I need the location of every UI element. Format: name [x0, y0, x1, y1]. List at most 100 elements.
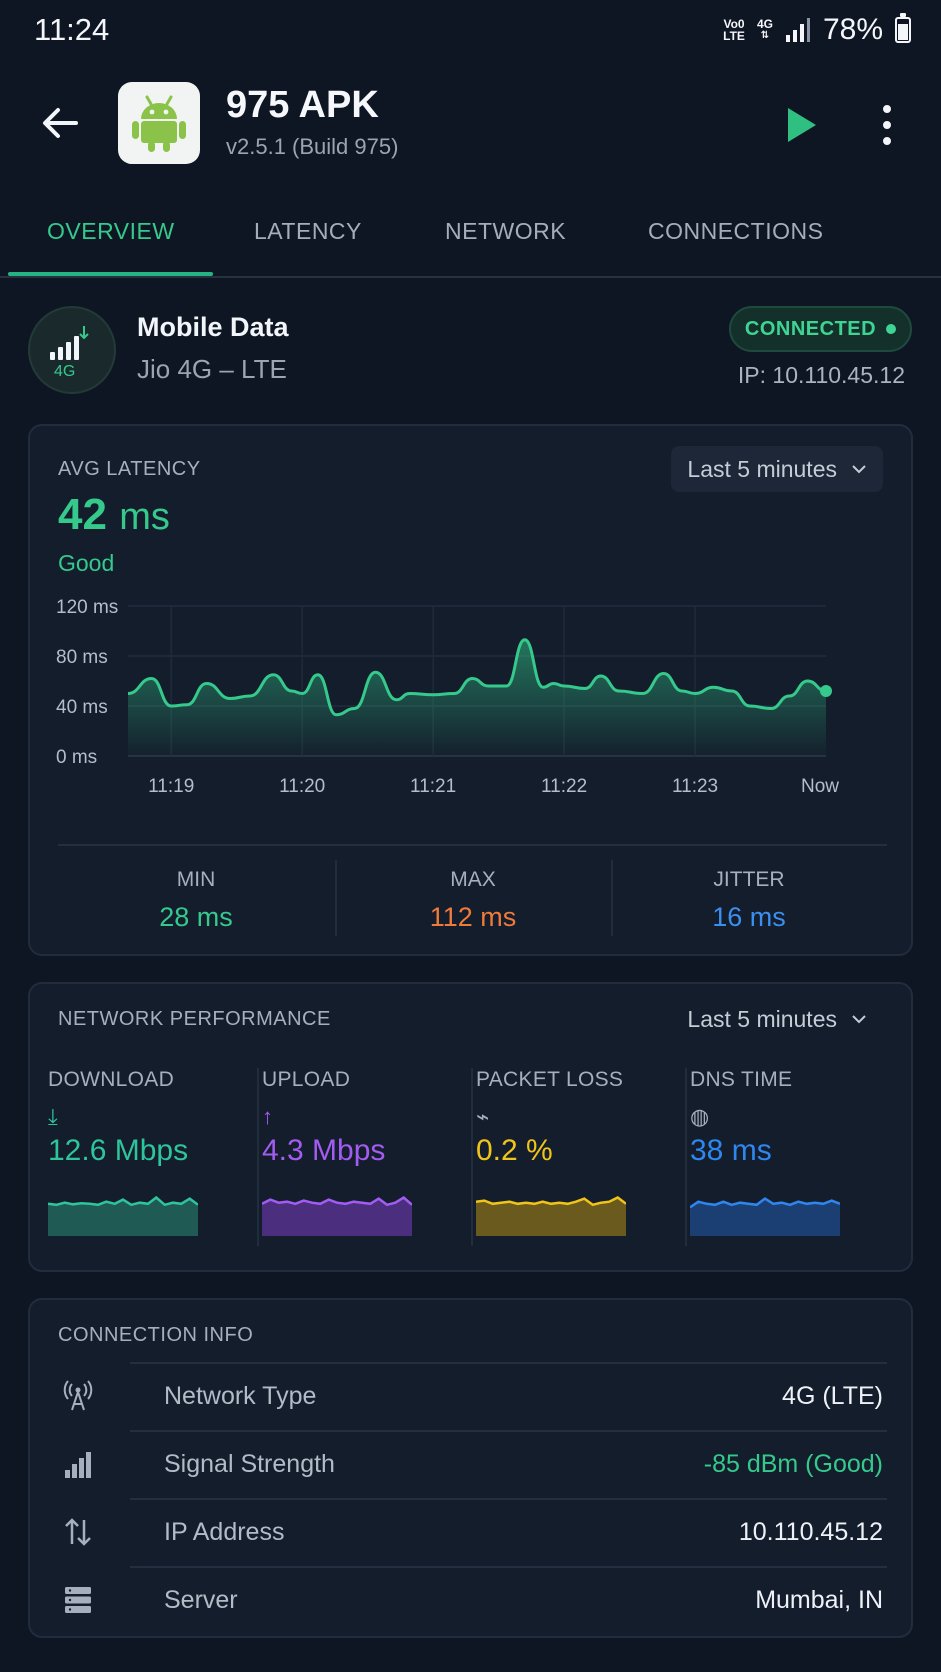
app-version: v2.5.1 (Build 975) — [226, 134, 399, 159]
metric-download: DOWNLOAD ⤓ 12.6 Mbps — [30, 1068, 243, 1258]
server-icon — [65, 1587, 91, 1613]
globe-icon: ◍ — [690, 1104, 710, 1129]
metric-value: 12.6 Mbps — [48, 1134, 189, 1167]
sparkline-line — [690, 1197, 840, 1209]
download-arrow-icon: ⤓ — [48, 1104, 58, 1129]
info-row-network-type: Network Type 4G (LTE) — [58, 1362, 887, 1430]
connection-subtitle: Jio 4G – LTE — [137, 354, 287, 384]
x-tick-label: 11:20 — [279, 776, 325, 797]
metric-value: 38 ms — [690, 1134, 772, 1167]
info-label: Network Type — [164, 1382, 317, 1410]
stat-max-label: MAX — [450, 868, 496, 891]
app-header: 975 APK v2.5.1 (Build 975) — [0, 68, 941, 178]
latency-range-value: Last 5 minutes — [687, 455, 837, 482]
x-tick-label: 11:21 — [410, 776, 456, 797]
play-icon[interactable] — [776, 100, 826, 150]
volte-indicator: Vo0 LTE — [723, 17, 745, 43]
performance-range-dropdown[interactable]: Last 5 minutes — [671, 996, 883, 1042]
status-badge-label: CONNECTED — [744, 317, 877, 340]
sparkline-line — [262, 1195, 412, 1207]
connection-ip: IP: 10.110.45.12 — [737, 362, 905, 388]
x-tick-label: 11:19 — [148, 776, 194, 797]
latency-range-dropdown[interactable]: Last 5 minutes — [671, 446, 883, 492]
download-sparkline — [48, 1195, 198, 1236]
antenna-icon — [63, 1380, 93, 1411]
chevron-down-icon — [852, 465, 866, 474]
info-label: IP Address — [164, 1518, 285, 1546]
metric-upload: UPLOAD ↑ 4.3 Mbps — [244, 1068, 457, 1258]
chevron-down-icon — [852, 1015, 866, 1024]
signal-bars-icon — [65, 1452, 91, 1478]
connection-title: Mobile Data — [137, 312, 289, 342]
x-tick-label: Now — [801, 776, 839, 797]
network-performance-card: NETWORK PERFORMANCE Last 5 minutes DOWNL… — [28, 982, 913, 1272]
row-divider — [130, 1566, 887, 1568]
back-arrow-icon[interactable] — [36, 98, 86, 148]
stat-jitter-label: JITTER — [713, 868, 785, 891]
stat-min-label: MIN — [176, 868, 216, 891]
performance-range-value: Last 5 minutes — [687, 1005, 837, 1032]
mobile-signal-icon: 4G — [50, 326, 89, 378]
upload-sparkline — [262, 1195, 412, 1236]
sparkline-line — [476, 1196, 626, 1207]
connection-info-card: CONNECTION INFO Network Type 4G (LTE) Si… — [28, 1298, 913, 1638]
pulse-icon: ⌁ — [476, 1104, 490, 1129]
info-row-signal-strength: Signal Strength -85 dBm (Good) — [58, 1430, 887, 1498]
svg-text:4G: 4G — [54, 363, 75, 378]
tab-indicator — [8, 272, 213, 276]
stat-max-value: 112 ms — [429, 902, 517, 932]
stat-jitter-value: 16 ms — [712, 902, 786, 932]
latency-area — [128, 639, 826, 756]
status-dot-icon — [886, 324, 897, 334]
metric-dns-time: DNS TIME ◍ 38 ms — [672, 1068, 885, 1258]
stat-min-value: 28 ms — [159, 902, 233, 932]
status-bar: 11:24 Vo0 LTE 4G ⇅ 78% — [0, 0, 941, 60]
more-vert-icon[interactable] — [872, 100, 902, 150]
mobile-data-badge: 4G — [28, 306, 116, 394]
packet-loss-sparkline — [476, 1196, 626, 1236]
app-title: 975 APK — [226, 84, 379, 126]
metric-label: DOWNLOAD — [48, 1068, 175, 1091]
sparkline-area — [262, 1197, 412, 1236]
sparkline-line — [48, 1195, 198, 1207]
row-divider — [130, 1498, 887, 1500]
latency-card: AVG LATENCY Last 5 minutes 42 ms Good 12… — [28, 424, 913, 956]
tab-network[interactable]: NETWORK — [445, 218, 567, 244]
metric-value: 0.2 % — [476, 1134, 553, 1167]
app-icon — [118, 82, 200, 164]
connection-summary: 4G Mobile Data Jio 4G – LTE CONNECTED IP… — [0, 296, 941, 396]
upload-arrow-icon: ↑ — [262, 1104, 273, 1129]
info-value: 4G (LTE) — [782, 1382, 883, 1410]
latency-chart: 120 ms 80 ms 40 ms 0 ms 11:19 11:20 11:21 11:2… — [56, 597, 839, 797]
info-value: 10.110.45.12 — [738, 1518, 883, 1546]
y-tick-label: 80 ms — [56, 647, 108, 668]
metric-label: DNS TIME — [690, 1068, 793, 1091]
y-tick-label: 120 ms — [56, 597, 118, 618]
avg-latency-unit: ms — [119, 496, 170, 538]
tab-latency[interactable]: LATENCY — [254, 218, 362, 244]
tab-bar: OVERVIEW LATENCY NETWORK CONNECTIONS — [0, 190, 941, 278]
row-divider — [130, 1362, 887, 1364]
metric-label: UPLOAD — [262, 1068, 351, 1091]
x-tick-label: 11:23 — [672, 776, 718, 797]
metric-divider — [257, 1068, 259, 1246]
info-value: Mumbai, IN — [755, 1586, 883, 1614]
y-tick-label: 40 ms — [56, 697, 108, 718]
tab-overview[interactable]: OVERVIEW — [47, 218, 175, 244]
tab-connections[interactable]: CONNECTIONS — [648, 218, 824, 244]
stat-min: MIN 28 ms — [58, 846, 334, 946]
stat-max: MAX 112 ms — [335, 846, 611, 946]
latency-line — [127, 638, 827, 717]
signal-icon — [785, 18, 810, 42]
stat-divider — [335, 860, 337, 936]
performance-label: NETWORK PERFORMANCE — [58, 1008, 331, 1030]
battery-icon — [895, 13, 911, 43]
latency-quality: Good — [58, 550, 115, 576]
status-badge: CONNECTED — [729, 306, 912, 352]
avg-latency-value: 42 ms — [58, 490, 170, 540]
metric-label: PACKET LOSS — [476, 1068, 624, 1091]
info-label: Server — [164, 1586, 238, 1614]
avg-latency-number: 42 — [58, 490, 107, 539]
x-tick-label: 11:22 — [541, 776, 587, 797]
battery-percent: 78% — [822, 13, 883, 46]
